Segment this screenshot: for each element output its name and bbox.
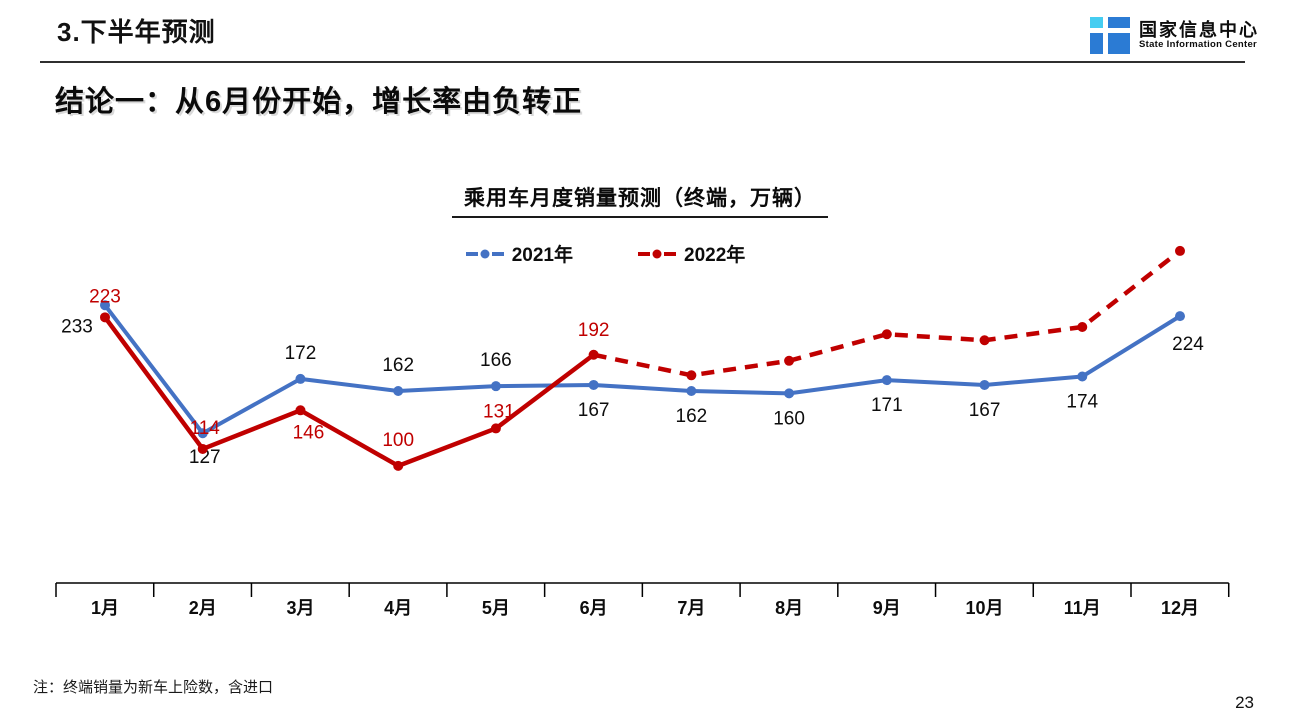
svg-text:7月: 7月: [677, 598, 705, 618]
svg-text:6月: 6月: [580, 598, 608, 618]
logo-square-cyan: [1090, 17, 1103, 28]
svg-text:192: 192: [578, 320, 610, 341]
svg-text:4月: 4月: [384, 598, 412, 618]
svg-text:9月: 9月: [873, 598, 901, 618]
svg-text:167: 167: [969, 400, 1001, 421]
svg-text:1月: 1月: [91, 598, 119, 618]
svg-text:233: 233: [61, 316, 93, 337]
svg-text:114: 114: [190, 418, 221, 439]
org-name-en: State Information Center: [1139, 38, 1258, 50]
org-logo: 国家信息中心 State Information Center: [1090, 17, 1259, 54]
page-number: 23: [1235, 693, 1254, 712]
svg-text:166: 166: [480, 350, 512, 371]
svg-text:2月: 2月: [189, 598, 217, 618]
svg-text:160: 160: [773, 408, 805, 429]
svg-text:167: 167: [578, 400, 610, 421]
svg-text:174: 174: [1066, 391, 1098, 412]
legend-item-2021: 2021年: [465, 240, 573, 267]
svg-text:3月: 3月: [286, 598, 314, 618]
org-logo-icon: [1090, 17, 1130, 54]
svg-text:146: 146: [293, 422, 325, 443]
svg-text:10月: 10月: [966, 598, 1004, 618]
svg-text:8月: 8月: [775, 598, 803, 618]
legend-label-2022: 2022年: [684, 245, 746, 266]
svg-text:172: 172: [285, 343, 317, 364]
svg-text:224: 224: [1172, 334, 1204, 355]
svg-text:162: 162: [382, 355, 414, 376]
svg-text:5月: 5月: [482, 598, 510, 618]
page-title: 3.下半年预测: [57, 17, 216, 47]
logo-square-blue: [1090, 33, 1103, 54]
svg-text:11月: 11月: [1064, 598, 1101, 618]
svg-text:12月: 12月: [1161, 598, 1199, 618]
org-logo-text: 国家信息中心 State Information Center: [1139, 21, 1259, 50]
legend-label-2021: 2021年: [511, 245, 573, 266]
chart-title-wrap: 乘用车月度销量预测（终端，万辆）: [0, 182, 1280, 218]
legend-marker-2022-icon: [638, 249, 676, 258]
svg-text:131: 131: [483, 401, 515, 422]
svg-text:100: 100: [382, 430, 414, 451]
logo-square-blue: [1108, 17, 1130, 28]
svg-text:171: 171: [871, 395, 903, 416]
svg-text:162: 162: [676, 406, 708, 427]
footnote: 注：终端销量为新车上险数，含进口: [33, 679, 274, 696]
header-divider: [40, 61, 1245, 63]
logo-square-blue: [1108, 33, 1130, 54]
headline: 结论一：从6月份开始，增长率由负转正: [55, 86, 583, 118]
legend-item-2022: 2022年: [637, 240, 745, 267]
org-name-cn: 国家信息中心: [1139, 20, 1259, 41]
svg-text:223: 223: [89, 286, 121, 307]
chart-title: 乘用车月度销量预测（终端，万辆）: [452, 182, 828, 218]
legend-marker-2021-icon: [465, 249, 504, 258]
chart-legend: 2021年 2022年: [0, 240, 1210, 267]
svg-text:127: 127: [189, 447, 221, 468]
